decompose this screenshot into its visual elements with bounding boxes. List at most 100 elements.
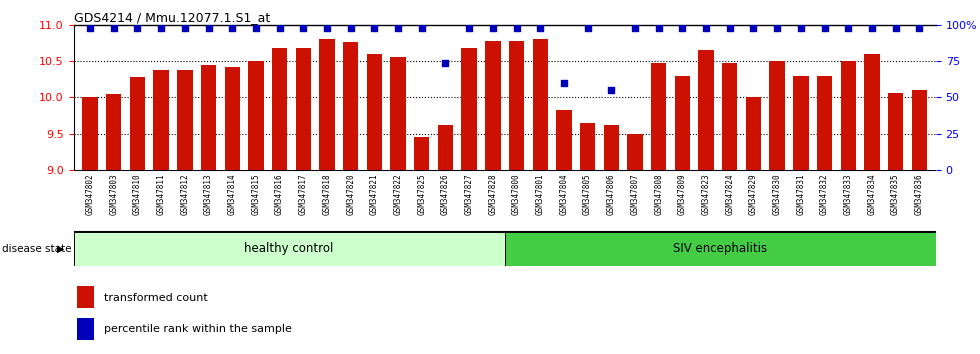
Text: GSM347834: GSM347834 [867,173,876,215]
Point [485,25,501,30]
Text: GSM347809: GSM347809 [678,173,687,215]
Bar [532,39,548,170]
Text: GSM347827: GSM347827 [465,173,473,215]
Bar [106,94,122,170]
Text: healthy control: healthy control [244,242,334,255]
Text: GSM347820: GSM347820 [346,173,355,215]
Bar [390,57,406,170]
Text: SIV encephalitis: SIV encephalitis [673,242,767,255]
Point [153,25,169,30]
Bar [557,110,571,170]
Bar [793,75,808,170]
Text: GSM347817: GSM347817 [299,173,308,215]
Text: GSM347823: GSM347823 [702,173,710,215]
Bar [343,42,359,170]
Text: GSM347830: GSM347830 [772,173,782,215]
Text: GSM347802: GSM347802 [85,173,95,215]
Text: GSM347829: GSM347829 [749,173,758,215]
Bar [627,133,643,170]
Bar [271,48,287,170]
Point [177,25,193,30]
Bar [699,50,713,170]
Point [367,25,382,30]
Bar [224,67,240,170]
Bar [367,54,382,170]
Text: GSM347824: GSM347824 [725,173,734,215]
Text: GSM347833: GSM347833 [844,173,853,215]
Point [343,25,359,30]
Text: GSM347836: GSM347836 [914,173,924,215]
Point [462,25,477,30]
Point [224,25,240,30]
Bar [841,61,856,170]
Bar [76,286,94,308]
Point [627,25,643,30]
Text: GSM347816: GSM347816 [275,173,284,215]
Text: GSM347803: GSM347803 [110,173,119,215]
Bar [722,63,738,170]
Point [509,25,524,30]
Text: GDS4214 / Mmu.12077.1.S1_at: GDS4214 / Mmu.12077.1.S1_at [74,11,270,24]
Bar [604,125,619,170]
Bar [462,48,477,170]
Bar [415,137,429,170]
Bar [505,232,936,266]
Text: GSM347832: GSM347832 [820,173,829,215]
Bar [580,123,595,170]
Text: GSM347835: GSM347835 [891,173,900,215]
Point [888,25,904,30]
Point [793,25,808,30]
Bar [485,41,501,170]
Bar [674,75,690,170]
Point [390,25,406,30]
Point [556,80,571,86]
Point [746,25,761,30]
Text: GSM347818: GSM347818 [322,173,331,215]
Text: GSM347801: GSM347801 [536,173,545,215]
Text: GSM347821: GSM347821 [369,173,379,215]
Bar [248,61,264,170]
Bar [129,77,145,170]
Point [911,25,927,30]
Text: GSM347825: GSM347825 [417,173,426,215]
Bar [651,63,666,170]
Point [722,25,738,30]
Text: GSM347806: GSM347806 [607,173,615,215]
Text: GSM347804: GSM347804 [560,173,568,215]
Bar [296,48,311,170]
Bar [76,318,94,340]
Bar [438,125,453,170]
Point [864,25,880,30]
Point [438,60,454,65]
Text: GSM347805: GSM347805 [583,173,592,215]
Bar [154,70,169,170]
Text: GSM347807: GSM347807 [630,173,640,215]
Point [296,25,312,30]
Text: GSM347813: GSM347813 [204,173,213,215]
Point [604,87,619,93]
Bar [509,41,524,170]
Bar [864,54,880,170]
Text: GSM347826: GSM347826 [441,173,450,215]
Text: disease state: disease state [2,244,72,254]
Text: GSM347808: GSM347808 [655,173,663,215]
Text: GSM347831: GSM347831 [797,173,806,215]
Text: GSM347815: GSM347815 [252,173,261,215]
Point [769,25,785,30]
Point [532,25,548,30]
Bar [82,97,98,170]
Point [106,25,122,30]
Point [816,25,832,30]
Point [129,25,145,30]
Text: GSM347822: GSM347822 [394,173,403,215]
Text: ▶: ▶ [57,244,65,254]
Point [674,25,690,30]
Bar [746,97,761,170]
Text: percentile rank within the sample: percentile rank within the sample [104,324,292,335]
Text: transformed count: transformed count [104,292,208,303]
Bar [888,93,904,170]
Point [651,25,666,30]
Point [201,25,217,30]
Bar [911,90,927,170]
Bar [319,39,335,170]
